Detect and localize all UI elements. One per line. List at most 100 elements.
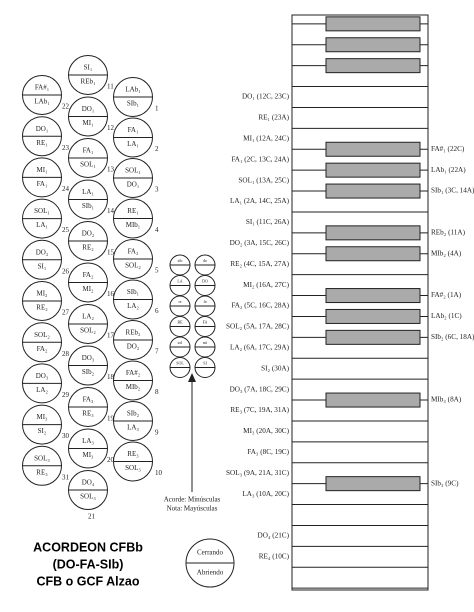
button-note: LA₂ bbox=[127, 302, 139, 310]
black-key bbox=[325, 141, 421, 157]
black-key-label: REb₂ (11A) bbox=[431, 229, 466, 237]
button-note: RE₃ bbox=[127, 450, 139, 458]
keyboard: DO₁ (12C, 23C) RE₁ (23A) MI₁ (12A, 24C) FA₁… bbox=[226, 14, 474, 591]
button-note: MI₃ bbox=[37, 413, 49, 421]
black-key bbox=[325, 329, 421, 345]
button-number: 21 bbox=[88, 513, 96, 521]
button-note: DO₂ bbox=[127, 343, 140, 351]
button-note: FA₃ bbox=[83, 396, 94, 404]
black-key-label: MIb₂ (4A) bbox=[431, 249, 462, 257]
button-note: SOL₃ bbox=[80, 493, 96, 501]
button-number: 29 bbox=[62, 391, 70, 399]
button-number: 23 bbox=[62, 144, 70, 152]
button-note: SOL₃ bbox=[125, 464, 141, 472]
button-number: 30 bbox=[62, 432, 70, 440]
white-key-label: SI₂ (30A) bbox=[261, 364, 289, 372]
button-note: FA₂ bbox=[83, 271, 94, 279]
button-note: DO₁ bbox=[127, 181, 140, 189]
black-key bbox=[325, 225, 421, 241]
button-note: DO₁ bbox=[36, 125, 49, 133]
white-key-label: FA₃ (8C, 19C) bbox=[247, 448, 289, 456]
white-key-label: LA₁ (2A, 14C, 25A) bbox=[230, 197, 290, 205]
button-number: 12 bbox=[107, 124, 115, 132]
button-number: 15 bbox=[107, 249, 115, 257]
button-note: SOL₂ bbox=[125, 262, 141, 270]
button-note: DO₃ bbox=[36, 372, 49, 380]
button-number: 2 bbox=[155, 145, 159, 153]
white-key-label: LA₃ (10A, 20C) bbox=[242, 490, 289, 498]
button-number: 25 bbox=[62, 226, 70, 234]
bellows-label: Cerrando bbox=[197, 549, 224, 557]
button-number: 27 bbox=[62, 309, 70, 317]
bass-label: sol bbox=[178, 340, 184, 345]
button-note: SIb₂ bbox=[82, 368, 95, 376]
black-key-label: LAb₁ (22A) bbox=[431, 166, 466, 174]
black-key-label: LAb₂ (1C) bbox=[431, 312, 462, 320]
white-key-label: SOL₂ (5A, 17A, 28C) bbox=[226, 323, 290, 331]
button-number: 5 bbox=[155, 267, 159, 275]
button-number: 7 bbox=[155, 348, 159, 356]
bass-legend: Acorde: Minúsculas bbox=[164, 496, 221, 504]
bass-label: fa bbox=[203, 299, 206, 304]
button-note: SI₁ bbox=[84, 64, 93, 72]
title: (DO-FA-SIb) bbox=[53, 557, 124, 571]
bass-label: re bbox=[178, 299, 181, 304]
button-number: 26 bbox=[62, 267, 70, 275]
button-note: SOL₁ bbox=[34, 207, 50, 215]
button-note: LA₂ bbox=[36, 386, 48, 394]
button-note: RE₃ bbox=[82, 410, 94, 418]
button-note: DO₂ bbox=[36, 248, 49, 256]
black-key bbox=[325, 392, 421, 408]
button-note: LA₃ bbox=[127, 424, 139, 432]
black-key bbox=[325, 246, 421, 262]
black-key bbox=[325, 58, 421, 74]
bass-legend: Nota: Mayúsculas bbox=[167, 505, 218, 513]
button-note: DO₄ bbox=[82, 479, 95, 487]
button-number: 31 bbox=[62, 473, 70, 481]
bass-label: FA bbox=[203, 319, 208, 324]
bass-label: sib bbox=[178, 258, 183, 263]
button-note: LA₃ bbox=[82, 437, 94, 445]
button-note: RE₂ bbox=[82, 244, 94, 252]
white-key-label: DO₁ (12C, 23C) bbox=[242, 93, 290, 101]
bass-label: LA bbox=[177, 278, 182, 283]
button-note: FA#₂ bbox=[126, 369, 141, 377]
button-note: LA₁ bbox=[127, 140, 139, 148]
button-number: 19 bbox=[107, 415, 115, 423]
button-number: 24 bbox=[62, 185, 70, 193]
button-note: MI₂ bbox=[37, 290, 49, 298]
bass-label: DO bbox=[202, 278, 208, 283]
button-note: LA₁ bbox=[82, 188, 94, 196]
black-key bbox=[325, 476, 421, 492]
white-key-label: FA₂ (5C, 16C, 28A) bbox=[231, 302, 289, 310]
bellows-label: Abriendo bbox=[197, 569, 224, 577]
button-note: SIb₂ bbox=[127, 410, 140, 418]
button-note: SOL₁ bbox=[80, 161, 96, 169]
button-note: MIb₂ bbox=[126, 383, 141, 391]
button-note: RE₂ bbox=[36, 304, 48, 312]
black-key bbox=[325, 16, 421, 32]
arrow-head bbox=[188, 373, 196, 382]
black-key bbox=[325, 183, 421, 199]
bass-label: SI bbox=[203, 360, 207, 365]
black-key-label: FA#₂ (1A) bbox=[431, 291, 462, 299]
button-note: SIb₁ bbox=[127, 288, 139, 296]
black-key-label: SIb₁ (3C, 14A) bbox=[431, 187, 474, 195]
button-note: MIb₁ bbox=[126, 221, 141, 229]
button-number: 3 bbox=[155, 186, 159, 194]
button-note: FA₂ bbox=[128, 248, 139, 256]
white-key-label: MI₂ (16A, 27C) bbox=[243, 281, 289, 289]
white-key-label: FA₁ (2C, 13C, 24A) bbox=[231, 155, 289, 163]
button-note: DO₃ bbox=[82, 354, 95, 362]
title: CFB o GCF Alzao bbox=[36, 574, 139, 588]
button-number: 20 bbox=[107, 456, 115, 464]
button-note: FA₁ bbox=[37, 180, 48, 188]
button-number: 8 bbox=[155, 388, 159, 396]
bass-label: do bbox=[203, 258, 207, 263]
black-key-label: SIb₃ (9C) bbox=[431, 479, 459, 487]
button-note: LAb₁ bbox=[34, 98, 49, 106]
button-note: FA₁ bbox=[83, 147, 94, 155]
button-note: RE₁ bbox=[127, 207, 138, 215]
white-key-label: RE₃ (7C, 19A, 31A) bbox=[230, 406, 289, 414]
